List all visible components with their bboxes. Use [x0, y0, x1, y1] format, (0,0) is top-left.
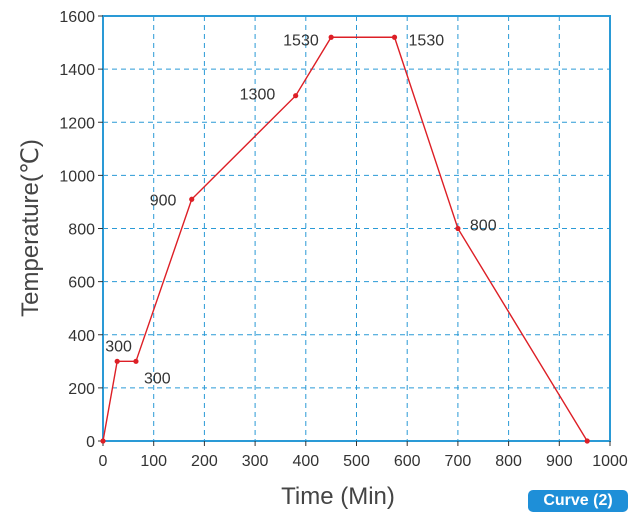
x-tick-label-500: 500 — [343, 453, 370, 470]
data-label-7: 800 — [470, 218, 497, 235]
data-label-4: 1300 — [240, 87, 276, 104]
data-point-0 — [100, 438, 106, 444]
y-tick-labels: 0 200 400 600 800 1000 1200 1400 1600 — [59, 9, 95, 451]
x-axis-title: Time (Min) — [281, 483, 395, 510]
data-label-1: 300 — [105, 338, 132, 355]
y-axis-title: Temperature(℃) — [17, 139, 44, 317]
x-tick-label-100: 100 — [140, 453, 167, 470]
y-tick-label-400: 400 — [68, 328, 95, 345]
y-tick-label-0: 0 — [86, 434, 95, 451]
x-tick-label-900: 900 — [546, 453, 573, 470]
data-point-4 — [293, 93, 299, 99]
data-point-1 — [114, 358, 120, 364]
data-labels: 300 300 900 1300 1530 1530 800 — [105, 32, 497, 387]
data-points — [100, 34, 590, 444]
y-tick-label-1600: 1600 — [59, 9, 95, 26]
x-tick-label-300: 300 — [242, 453, 269, 470]
axis-ticks — [98, 15, 611, 446]
data-label-5: 1530 — [283, 32, 319, 49]
data-label-2: 300 — [144, 370, 171, 387]
y-tick-label-800: 800 — [68, 222, 95, 239]
x-tick-label-0: 0 — [99, 453, 108, 470]
y-tick-label-600: 600 — [68, 275, 95, 292]
series-line — [102, 36, 588, 442]
data-label-3: 900 — [150, 192, 177, 209]
x-tick-label-700: 700 — [445, 453, 472, 470]
data-point-8 — [584, 438, 590, 444]
x-tick-label-400: 400 — [292, 453, 319, 470]
data-point-2 — [133, 358, 139, 364]
y-tick-label-1000: 1000 — [59, 168, 95, 185]
data-point-6 — [391, 34, 398, 40]
x-tick-label-200: 200 — [191, 453, 218, 470]
x-tick-label-600: 600 — [394, 453, 421, 470]
data-point-5 — [328, 34, 334, 40]
y-tick-label-1200: 1200 — [59, 115, 95, 132]
y-tick-label-200: 200 — [68, 381, 95, 398]
data-label-6: 1530 — [409, 32, 445, 49]
x-tick-label-1000: 1000 — [592, 453, 628, 470]
x-tick-labels: 0 100 200 300 400 500 600 700 800 900 1000 — [99, 453, 628, 470]
x-tick-label-800: 800 — [495, 453, 522, 470]
data-point-3 — [189, 196, 195, 202]
grid-lines — [103, 16, 610, 441]
curve-badge: Curve (2) — [528, 490, 628, 512]
y-tick-label-1400: 1400 — [59, 62, 95, 79]
data-point-7 — [455, 225, 461, 232]
